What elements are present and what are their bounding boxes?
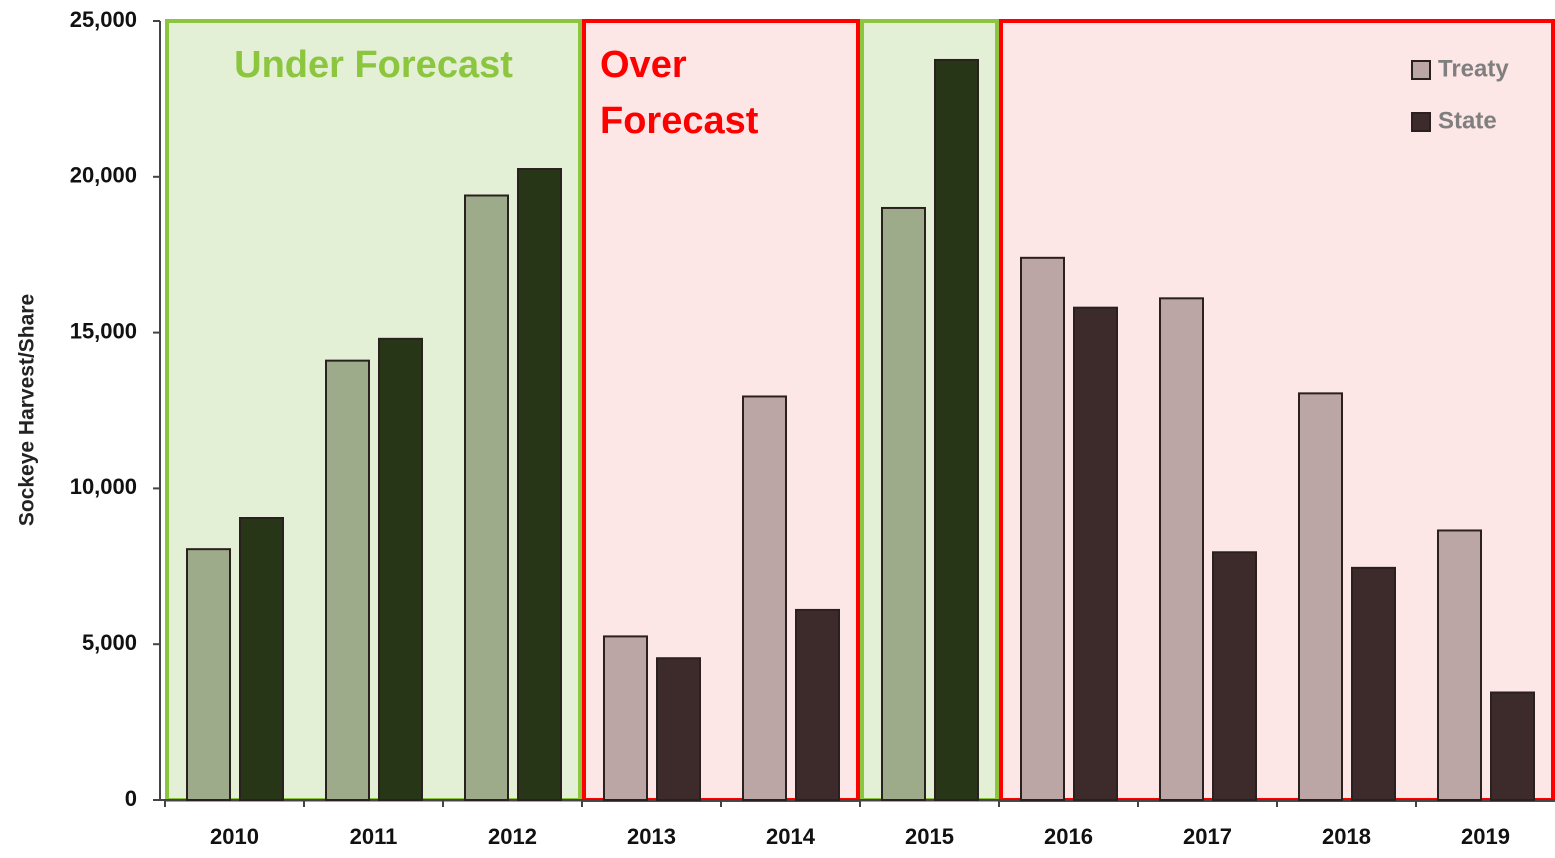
bar (1159, 297, 1204, 801)
bar (742, 395, 787, 801)
bar (1212, 551, 1257, 802)
x-tick-label: 2014 (766, 824, 816, 849)
bar (603, 635, 648, 801)
x-tick-label: 2016 (1044, 824, 1093, 849)
bar (1298, 392, 1343, 801)
x-tick-label: 2015 (905, 824, 954, 849)
y-axis-label: Sockeye Harvest/Share (16, 294, 39, 526)
y-tick-label: 0 (125, 786, 137, 811)
legend-label: Treaty (1438, 55, 1509, 82)
bar (378, 337, 423, 801)
region-label: Under Forecast (234, 44, 513, 86)
bar (239, 517, 284, 801)
bar (881, 206, 926, 801)
x-tick-label: 2012 (488, 824, 537, 849)
bar (1437, 529, 1482, 801)
bar (795, 608, 840, 802)
bar (464, 194, 509, 802)
bar (1073, 306, 1118, 801)
bar (517, 168, 562, 801)
forecast-region (165, 19, 582, 802)
y-tick-label: 15,000 (70, 318, 137, 343)
bar (1020, 256, 1065, 802)
bar (656, 657, 701, 801)
y-tick-label: 25,000 (70, 7, 137, 32)
bar (1490, 691, 1535, 801)
x-tick-label: 2019 (1461, 824, 1510, 849)
x-tick-label: 2011 (350, 824, 398, 849)
x-tick-label: 2010 (210, 824, 259, 849)
legend-swatch (1411, 112, 1431, 132)
bar (1351, 566, 1396, 801)
legend-label: State (1438, 107, 1497, 134)
y-tick-label: 10,000 (70, 474, 137, 499)
x-tick-label: 2018 (1322, 824, 1371, 849)
region-label: Over Forecast (600, 44, 759, 142)
region-label-box: Over Forecast (600, 44, 759, 142)
bar (325, 359, 370, 801)
y-tick-label: 20,000 (70, 163, 137, 188)
region-label-box: Under Forecast (234, 44, 513, 86)
bar (186, 548, 231, 801)
x-tick-label: 2017 (1183, 824, 1232, 849)
x-tick-label: 2013 (627, 824, 676, 849)
bar (934, 58, 979, 801)
legend-swatch (1411, 60, 1431, 80)
y-tick-label: 5,000 (82, 630, 137, 655)
